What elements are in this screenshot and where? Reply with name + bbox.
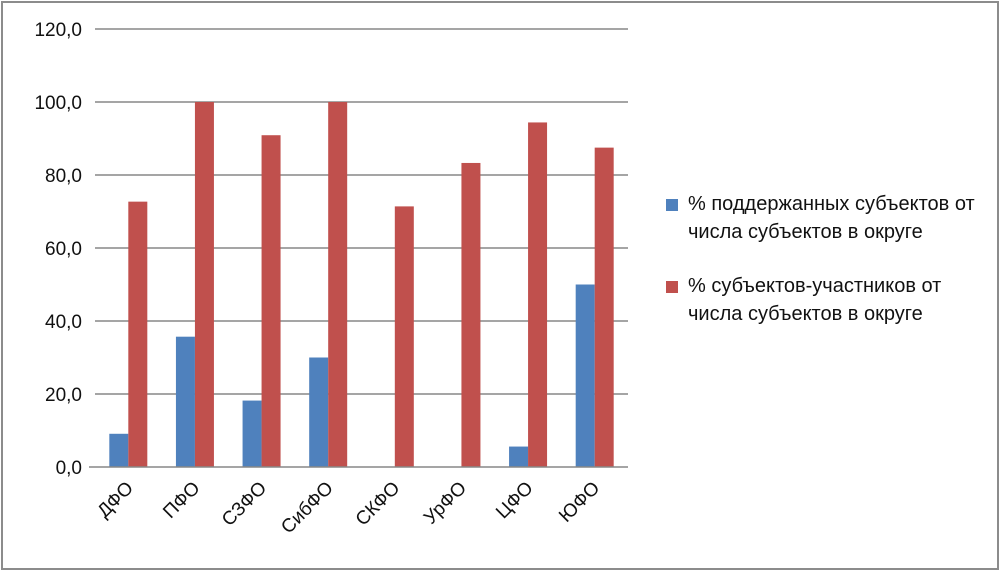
x-tick-label: УрФО xyxy=(420,478,471,529)
legend-label: % поддержанных субъектов от числа субъек… xyxy=(688,193,975,243)
legend-entry: % субъектов-участников от числа субъекто… xyxy=(666,272,996,328)
x-tick-label: СибФО xyxy=(277,478,337,538)
legend-entry: % поддержанных субъектов от числа субъек… xyxy=(666,190,996,246)
gridlines xyxy=(95,28,628,395)
x-tick-label: ПФО xyxy=(159,478,204,523)
y-axis-ticks: 0,0 20,0 40,0 60,0 80,0 100,0 120,0 xyxy=(34,20,82,479)
legend-swatch-red xyxy=(666,281,678,293)
y-tick-label: 120,0 xyxy=(34,20,82,41)
y-tick-label: 100,0 xyxy=(34,93,82,114)
bar xyxy=(575,284,595,467)
bar xyxy=(394,206,414,467)
x-tick-label: ДФО xyxy=(94,478,138,522)
x-tick-label: ЦФО xyxy=(492,478,537,523)
bar xyxy=(175,336,195,467)
y-tick-label: 60,0 xyxy=(45,239,82,260)
bar xyxy=(194,102,214,467)
x-tick-label: СКФО xyxy=(352,478,405,531)
bars xyxy=(109,102,614,467)
x-tick-label: СЗФО xyxy=(218,478,271,531)
bar xyxy=(242,400,262,467)
x-axis-ticks: ДФО ПФО СЗФО СибФО СКФО УрФО ЦФО ЮФО xyxy=(94,478,605,538)
y-tick-label: 0,0 xyxy=(56,458,82,479)
bar xyxy=(328,102,348,467)
bar xyxy=(309,357,329,467)
bar xyxy=(109,433,129,467)
bar xyxy=(509,446,529,467)
bar xyxy=(594,147,614,467)
legend-swatch-blue xyxy=(666,199,678,211)
bar xyxy=(261,135,281,467)
legend-label: % субъектов-участников от числа субъекто… xyxy=(688,275,942,325)
x-tick-label: ЮФО xyxy=(555,478,604,527)
y-tick-label: 40,0 xyxy=(45,312,82,333)
y-tick-label: 20,0 xyxy=(45,385,82,406)
bar xyxy=(128,201,148,467)
bar xyxy=(461,162,481,467)
legend: % поддержанных субъектов от числа субъек… xyxy=(666,190,996,354)
bar xyxy=(528,122,548,467)
y-tick-label: 80,0 xyxy=(45,166,82,187)
